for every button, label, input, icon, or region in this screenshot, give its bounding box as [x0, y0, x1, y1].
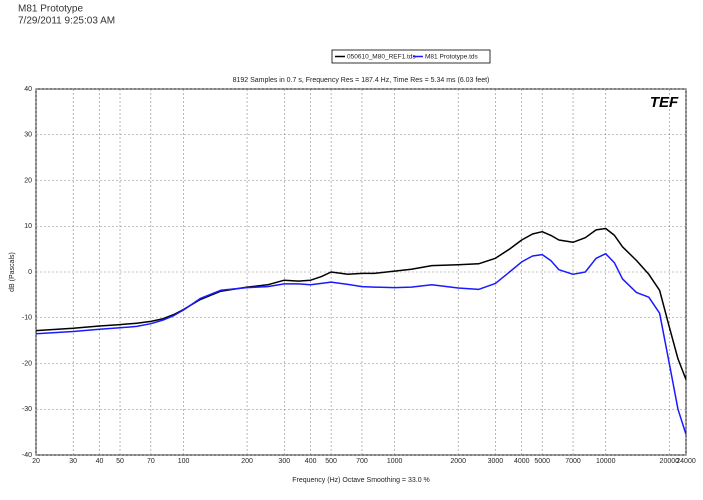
legend-label: M81 Prototype.tds	[425, 54, 478, 61]
logo: TEF	[650, 94, 679, 111]
x-tick-label: 40	[96, 458, 104, 465]
page-title: M81 Prototype	[18, 4, 83, 15]
x-tick-label: 70	[147, 458, 155, 465]
x-tick-label: 100	[178, 458, 190, 465]
y-tick-label: 30	[24, 132, 32, 139]
x-tick-label: 400	[305, 458, 317, 465]
y-tick-label: -30	[22, 406, 32, 413]
subtitle: 8192 Samples in 0.7 s, Frequency Res = 1…	[233, 77, 490, 84]
x-tick-label: 7000	[565, 458, 581, 465]
y-axis-label: dB (Pascals)	[9, 252, 16, 292]
x-tick-label: 2000	[450, 458, 466, 465]
timestamp: 7/29/2011 9:25:03 AM	[18, 16, 115, 27]
x-tick-label: 3000	[488, 458, 504, 465]
x-tick-label: 20	[32, 458, 40, 465]
y-tick-label: 10	[24, 223, 32, 230]
x-tick-label: 10000	[596, 458, 616, 465]
x-tick-label: 700	[356, 458, 368, 465]
x-axis-label: Frequency (Hz) Octave Smoothing = 33.0 %	[292, 477, 430, 484]
y-tick-label: 40	[24, 86, 32, 93]
x-tick-label: 30	[69, 458, 77, 465]
y-tick-label: 20	[24, 177, 32, 184]
x-tick-label: 24000	[676, 458, 696, 465]
x-tick-label: 50	[116, 458, 124, 465]
y-tick-label: -20	[22, 360, 32, 367]
x-tick-label: 1000	[387, 458, 403, 465]
x-tick-label: 200	[241, 458, 253, 465]
x-tick-label: 5000	[534, 458, 550, 465]
series-line	[35, 227, 687, 380]
y-tick-label: -40	[22, 452, 32, 459]
legend	[331, 49, 491, 64]
x-tick-label: 20000	[660, 458, 680, 465]
x-tick-label: 300	[278, 458, 290, 465]
y-tick-label: 0	[28, 269, 32, 276]
x-tick-label: 4000	[514, 458, 530, 465]
series-line	[35, 252, 687, 435]
y-tick-label: -10	[22, 315, 32, 322]
legend-label: 050610_M80_REF1.tds	[347, 54, 416, 61]
x-tick-label: 500	[325, 458, 337, 465]
